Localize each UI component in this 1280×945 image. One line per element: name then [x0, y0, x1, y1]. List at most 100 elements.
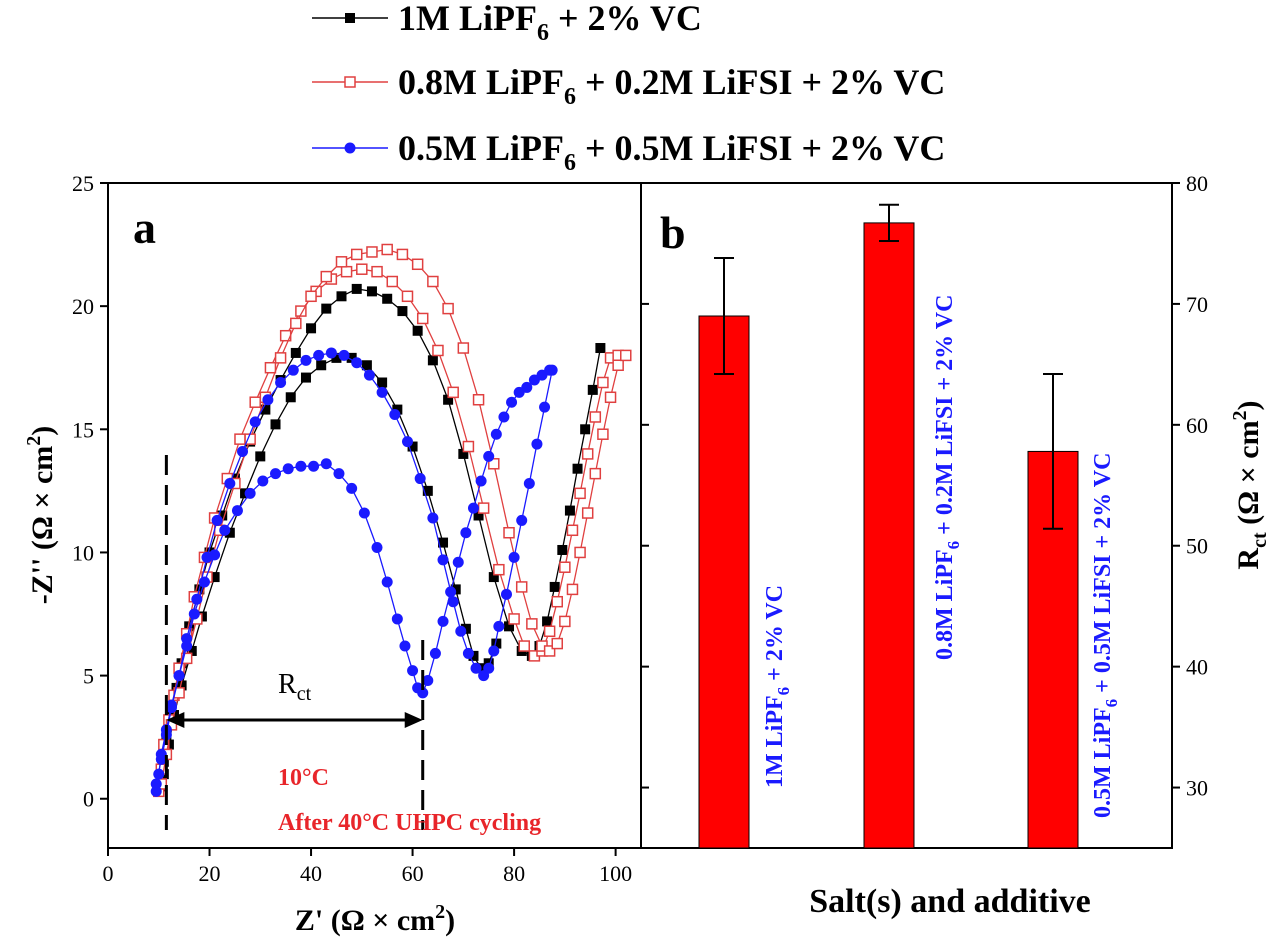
data-point — [564, 505, 575, 516]
data-point — [340, 265, 353, 278]
data-point — [557, 544, 568, 555]
data-point — [416, 312, 429, 325]
data-point — [477, 502, 490, 514]
legend-marker — [344, 76, 356, 88]
data-point — [551, 595, 563, 608]
data-point — [173, 670, 185, 682]
legend-label: 1M LiPF6 + 2% VC — [398, 0, 702, 46]
data-point — [351, 283, 362, 294]
x-axis-label-text: ) — [445, 904, 455, 937]
category-label-text: 0.8M LiPF — [932, 549, 958, 660]
data-point — [442, 302, 454, 315]
data-point — [572, 463, 583, 474]
data-point — [224, 477, 236, 489]
data-point — [504, 621, 515, 632]
data-point — [597, 376, 609, 389]
x-tick-label: 60 — [402, 861, 424, 886]
data-point — [320, 270, 333, 283]
data-point — [493, 620, 505, 632]
data-point — [551, 637, 563, 650]
category-label-text: + 0.5M LiFSI + 2% VC — [1090, 453, 1116, 699]
data-point — [346, 482, 358, 494]
data-point — [399, 640, 411, 652]
data-point — [356, 263, 368, 275]
data-point — [270, 468, 282, 480]
data-point — [447, 386, 459, 399]
y-axis-label-superscript: 2 — [1229, 410, 1251, 420]
data-point — [549, 581, 560, 592]
data-point — [211, 514, 223, 526]
series-line — [163, 357, 497, 775]
series-line — [160, 248, 627, 785]
data-point — [209, 572, 220, 583]
x-axis-label: Salt(s) and additive — [809, 883, 1091, 920]
y-tick-label: 60 — [1186, 413, 1208, 438]
y-axis-label-superscript: 2 — [23, 436, 45, 446]
data-point — [244, 487, 256, 499]
data-point — [516, 514, 528, 526]
data-point — [508, 551, 520, 563]
data-point — [262, 394, 274, 406]
data-point — [389, 409, 401, 421]
data-point — [566, 524, 579, 537]
data-point — [371, 265, 383, 278]
data-point — [407, 441, 418, 452]
data-point — [305, 290, 317, 303]
data-point — [460, 623, 471, 634]
panel-a: 0 20 40 60 80 100 0 5 10 15 20 25 a Rct 10°C After 40°C… — [23, 171, 642, 937]
data-point — [290, 347, 301, 358]
x-tick-label: 80 — [503, 861, 525, 886]
legend-label-subscript: 6 — [564, 84, 576, 110]
data-point — [371, 542, 383, 554]
panel-letter-a: a — [133, 202, 156, 253]
data-point — [518, 640, 530, 652]
data-point — [498, 411, 510, 423]
data-point — [381, 576, 393, 588]
series — [155, 243, 632, 790]
data-point — [392, 404, 403, 415]
data-point — [316, 360, 327, 371]
data-point — [165, 702, 177, 714]
data-point — [546, 364, 558, 376]
data-point — [176, 680, 187, 691]
y-axis-label: Rct (Ω × cm2) — [1229, 400, 1271, 569]
data-point — [491, 638, 502, 649]
data-point — [612, 359, 624, 372]
x-tick-label: 40 — [300, 861, 322, 886]
data-point — [455, 625, 467, 637]
data-point — [234, 433, 246, 445]
x-tick-label: 20 — [199, 861, 221, 886]
legend-label-subscript: 6 — [564, 150, 576, 176]
data-point — [346, 352, 357, 363]
legend: 1M LiPF6 + 2% VC0.8M LiPF6 + 0.2M LiFSI … — [312, 0, 945, 176]
data-point — [237, 445, 249, 457]
data-point — [443, 394, 454, 405]
series — [150, 347, 558, 790]
data-point — [515, 581, 528, 593]
y-tick-label: 70 — [1186, 292, 1208, 317]
data-point — [351, 357, 363, 369]
data-point — [475, 475, 487, 487]
data-point — [300, 354, 312, 366]
data-point — [506, 396, 518, 408]
rct-arrow-head-right — [404, 712, 423, 728]
y-axis-label-text: ) — [26, 426, 59, 436]
data-point — [401, 290, 414, 303]
x-axis-label-text: Z' (Ω × cm — [295, 904, 435, 937]
series — [156, 283, 606, 792]
data-point — [526, 618, 538, 630]
data-point — [566, 583, 579, 596]
data-point — [462, 440, 475, 453]
x-tick-label: 0 — [103, 861, 114, 886]
bar-group — [1027, 373, 1079, 849]
y-tick-label: 10 — [72, 540, 94, 565]
data-point — [401, 436, 413, 448]
data-point — [363, 369, 375, 381]
bar-group — [863, 203, 915, 849]
legend-marker — [344, 142, 356, 154]
data-point — [219, 524, 231, 536]
data-point — [620, 349, 632, 362]
data-point — [358, 507, 370, 519]
data-point — [452, 556, 464, 568]
data-point — [470, 662, 482, 674]
